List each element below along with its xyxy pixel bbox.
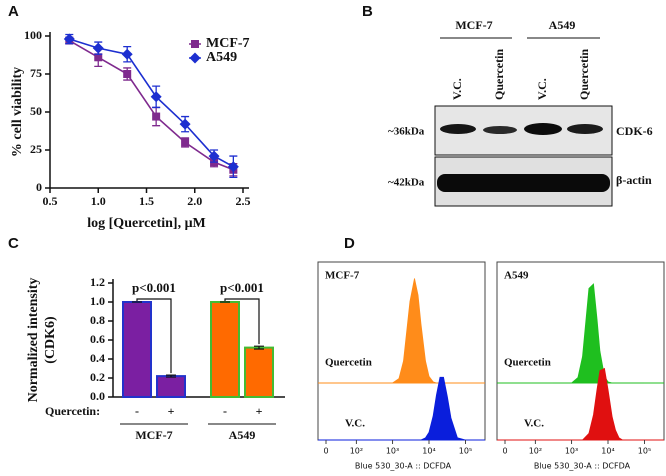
y-tick-label: 0.0 xyxy=(90,389,105,403)
marker xyxy=(150,91,162,103)
x-tick-label: 10⁴ xyxy=(601,447,614,456)
row-label: β-actin xyxy=(616,173,652,187)
marker xyxy=(227,161,239,173)
lane-label: Quercetin xyxy=(492,49,506,100)
x-tick-label: 1.0 xyxy=(91,194,106,208)
x-tick-label: 10³ xyxy=(565,447,578,456)
marker-label: ~42kDa xyxy=(388,177,425,189)
panel-title: A549 xyxy=(504,270,529,282)
category-label: + xyxy=(256,404,263,418)
x-tick-label: 10⁵ xyxy=(459,447,472,456)
y-tick-label: 100 xyxy=(24,28,42,42)
legend-marker xyxy=(191,40,199,48)
band xyxy=(483,126,517,134)
x-tick-label: 10² xyxy=(529,447,542,456)
y-axis-label: Normalized intensity xyxy=(26,278,41,403)
plot-frame xyxy=(496,261,665,441)
panel-title: MCF-7 xyxy=(325,270,360,282)
group-label: A549 xyxy=(229,428,256,442)
bar xyxy=(122,301,152,398)
marker xyxy=(152,112,161,121)
panel-label: B xyxy=(362,3,373,20)
band xyxy=(567,124,603,134)
y-tick-label: 1.0 xyxy=(90,294,105,308)
y-axis-label: % cell viability xyxy=(10,67,25,157)
bracket xyxy=(136,298,172,374)
x-tick-label: 10⁵ xyxy=(638,447,651,456)
x-tick-label: 0.5 xyxy=(43,194,58,208)
band xyxy=(440,124,476,134)
category-label: + xyxy=(168,404,175,418)
y-tick-label: 1.2 xyxy=(90,275,105,289)
histogram xyxy=(552,367,645,441)
y-axis-label: (CDK6) xyxy=(43,316,58,364)
y-tick-label: 25 xyxy=(30,142,42,156)
marker xyxy=(208,150,220,162)
legend-label: MCF-7 xyxy=(206,36,250,51)
histogram xyxy=(373,376,466,441)
row-label: Quercetin: xyxy=(45,404,100,418)
lane-label: Quercetin xyxy=(577,49,591,100)
lane-label: V.C. xyxy=(535,78,549,100)
x-tick-label: 1.5 xyxy=(139,194,154,208)
y-tick-label: 0.4 xyxy=(90,351,105,365)
legend-label: A549 xyxy=(206,50,237,65)
y-tick-label: 0.6 xyxy=(90,332,105,346)
series-label: V.C. xyxy=(524,418,544,430)
row-label: CDK-6 xyxy=(616,124,653,138)
marker xyxy=(121,48,133,60)
y-tick-label: 75 xyxy=(30,66,42,80)
marker xyxy=(92,42,104,54)
x-tick-label: 10² xyxy=(350,447,363,456)
category-label: - xyxy=(223,404,227,418)
western-blot: MCF-7 A549 V.C. Quercetin V.C. Quercetin… xyxy=(388,18,653,207)
plot-frame xyxy=(317,261,486,441)
series-label: Quercetin xyxy=(325,357,372,369)
group-label: MCF-7 xyxy=(455,18,492,32)
band xyxy=(437,174,610,192)
panel-label: D xyxy=(344,235,355,252)
annotation: p<0.001 xyxy=(132,280,176,295)
series-label: Quercetin xyxy=(504,357,551,369)
y-tick-label: 0 xyxy=(36,180,42,194)
x-axis-label: Blue 530_30-A :: DCFDA xyxy=(355,462,452,471)
series-label: V.C. xyxy=(345,418,365,430)
marker xyxy=(181,138,190,147)
x-tick-label: 10³ xyxy=(386,447,399,456)
group-label: MCF-7 xyxy=(135,428,172,442)
x-axis-label: log [Quercetin], μM xyxy=(87,216,205,231)
marker xyxy=(63,33,75,45)
bar xyxy=(244,346,274,399)
panel-label: A xyxy=(8,3,19,20)
y-tick-label: 0.2 xyxy=(90,370,105,384)
error-bar xyxy=(166,374,176,378)
y-tick-label: 0.8 xyxy=(90,313,105,327)
x-tick-label: 2.0 xyxy=(187,194,202,208)
group-label: A549 xyxy=(549,18,576,32)
legend-marker xyxy=(189,52,201,64)
marker xyxy=(123,70,132,78)
x-tick-label: 0 xyxy=(502,447,507,456)
marker xyxy=(94,53,103,62)
marker-label: ~36kDa xyxy=(388,126,425,138)
x-tick-label: 0 xyxy=(323,447,328,456)
panel-label: C xyxy=(8,235,19,252)
histogram xyxy=(552,283,645,384)
bar xyxy=(156,375,186,399)
annotation: p<0.001 xyxy=(220,280,264,295)
error-bar xyxy=(254,345,264,350)
x-axis-label: Blue 530_30-A :: DCFDA xyxy=(534,462,631,471)
x-tick-label: 2.5 xyxy=(236,194,251,208)
lane-label: V.C. xyxy=(450,78,464,100)
bar xyxy=(210,301,240,398)
x-tick-label: 10⁴ xyxy=(422,447,435,456)
histogram xyxy=(373,278,466,384)
band xyxy=(524,123,562,135)
y-tick-label: 50 xyxy=(30,104,42,118)
category-label: - xyxy=(135,404,139,418)
marker xyxy=(179,118,191,130)
bracket xyxy=(224,298,260,345)
